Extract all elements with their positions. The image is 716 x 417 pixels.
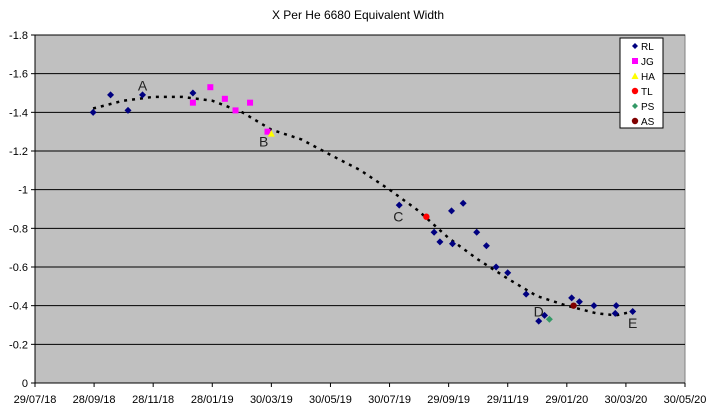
point-rl bbox=[124, 106, 132, 114]
y-tick-label: -1.2 bbox=[9, 146, 28, 158]
x-tick-label: 29/01/20 bbox=[545, 394, 588, 406]
annotation-label: C bbox=[393, 209, 403, 225]
y-axis: -1.8 -1.6 -1.4 -1.2 -1 -0.8 -0.6 -0.4 -0.2 0 bbox=[9, 30, 36, 390]
point-jg bbox=[207, 84, 214, 91]
trendline bbox=[92, 95, 633, 317]
point-jg bbox=[247, 99, 254, 106]
x-axis: 29/07/18 28/09/18 28/11/18 28/01/19 30/03/19… bbox=[14, 382, 707, 406]
point-rl bbox=[449, 240, 457, 248]
point-rl bbox=[473, 228, 481, 236]
point-rl bbox=[89, 108, 97, 116]
legend-marker-ps bbox=[632, 103, 638, 109]
point-rl bbox=[139, 91, 147, 99]
point-rl bbox=[575, 298, 583, 306]
legend-marker-rl bbox=[632, 43, 638, 49]
point-rl bbox=[541, 311, 549, 319]
point-rl bbox=[522, 290, 530, 298]
annotation-label: B bbox=[259, 133, 268, 149]
x-tick-label: 29/07/18 bbox=[14, 394, 57, 406]
point-rl bbox=[107, 91, 115, 99]
x-tick-label: 28/01/19 bbox=[191, 394, 234, 406]
legend-marker-as bbox=[631, 117, 639, 125]
point-as bbox=[570, 302, 577, 309]
point-rl bbox=[482, 242, 490, 250]
y-tick-label: -1.6 bbox=[9, 69, 28, 81]
y-tick-label: -0.2 bbox=[9, 339, 28, 351]
y-tick-label: -1.8 bbox=[9, 30, 28, 42]
legend-label: JG bbox=[641, 57, 654, 68]
point-jg bbox=[264, 128, 271, 135]
x-tick-label: 29/09/19 bbox=[427, 394, 470, 406]
x-tick-label: 30/05/19 bbox=[309, 394, 352, 406]
point-jg bbox=[232, 107, 239, 114]
point-rl bbox=[590, 302, 598, 310]
legend-label: AS bbox=[641, 117, 655, 128]
point-rl bbox=[504, 269, 512, 277]
x-tick-label: 30/05/20 bbox=[664, 394, 707, 406]
y-tick-label: -1 bbox=[18, 185, 28, 197]
annotation-label: A bbox=[138, 77, 148, 93]
legend: RL JG HA TL PS AS bbox=[619, 37, 664, 129]
point-rl bbox=[189, 89, 197, 97]
legend-label: HA bbox=[641, 72, 655, 83]
y-tick-label: -0.4 bbox=[9, 301, 28, 313]
point-rl bbox=[395, 201, 403, 209]
data-points bbox=[89, 84, 637, 325]
legend-marker-tl bbox=[631, 87, 639, 95]
point-ps bbox=[545, 315, 553, 323]
legend-marker-jg bbox=[632, 58, 638, 64]
legend-label: RL bbox=[641, 42, 654, 53]
x-tick-label: 30/03/20 bbox=[604, 394, 647, 406]
point-rl bbox=[629, 307, 637, 315]
point-rl bbox=[612, 302, 620, 310]
y-tick-label: -0.6 bbox=[9, 262, 28, 274]
x-tick-label: 29/11/19 bbox=[487, 394, 529, 406]
point-rl bbox=[568, 294, 576, 302]
point-rl bbox=[611, 309, 619, 317]
point-rl bbox=[448, 207, 456, 215]
point-ha bbox=[267, 130, 275, 137]
point-jg bbox=[189, 99, 196, 106]
point-rl bbox=[459, 199, 467, 207]
point-rl bbox=[436, 238, 444, 246]
x-tick-label: 30/07/19 bbox=[368, 394, 411, 406]
point-rl bbox=[430, 228, 438, 236]
x-tick-label: 30/03/19 bbox=[250, 394, 293, 406]
x-tick-label: 28/09/18 bbox=[73, 394, 116, 406]
point-tl bbox=[423, 213, 430, 220]
legend-label: TL bbox=[641, 87, 653, 98]
point-rl bbox=[492, 263, 500, 271]
y-tick-label: 0 bbox=[22, 378, 28, 390]
point-rl bbox=[535, 317, 543, 325]
gridlines bbox=[35, 34, 685, 345]
y-tick-label: -0.8 bbox=[9, 223, 28, 235]
annotation-label: D bbox=[534, 303, 544, 319]
x-tick-label: 28/11/18 bbox=[132, 394, 174, 406]
legend-marker-ha bbox=[631, 72, 639, 79]
chart-title: X Per He 6680 Equivalent Width bbox=[272, 8, 444, 22]
trendline-path bbox=[92, 95, 633, 317]
annotations: A B C D E bbox=[138, 77, 638, 331]
legend-box bbox=[619, 37, 664, 129]
legend-label: PS bbox=[641, 102, 655, 113]
y-tick-label: -1.4 bbox=[9, 107, 28, 119]
point-jg bbox=[221, 95, 228, 102]
annotation-label: E bbox=[628, 315, 637, 331]
plot-area bbox=[34, 34, 686, 384]
